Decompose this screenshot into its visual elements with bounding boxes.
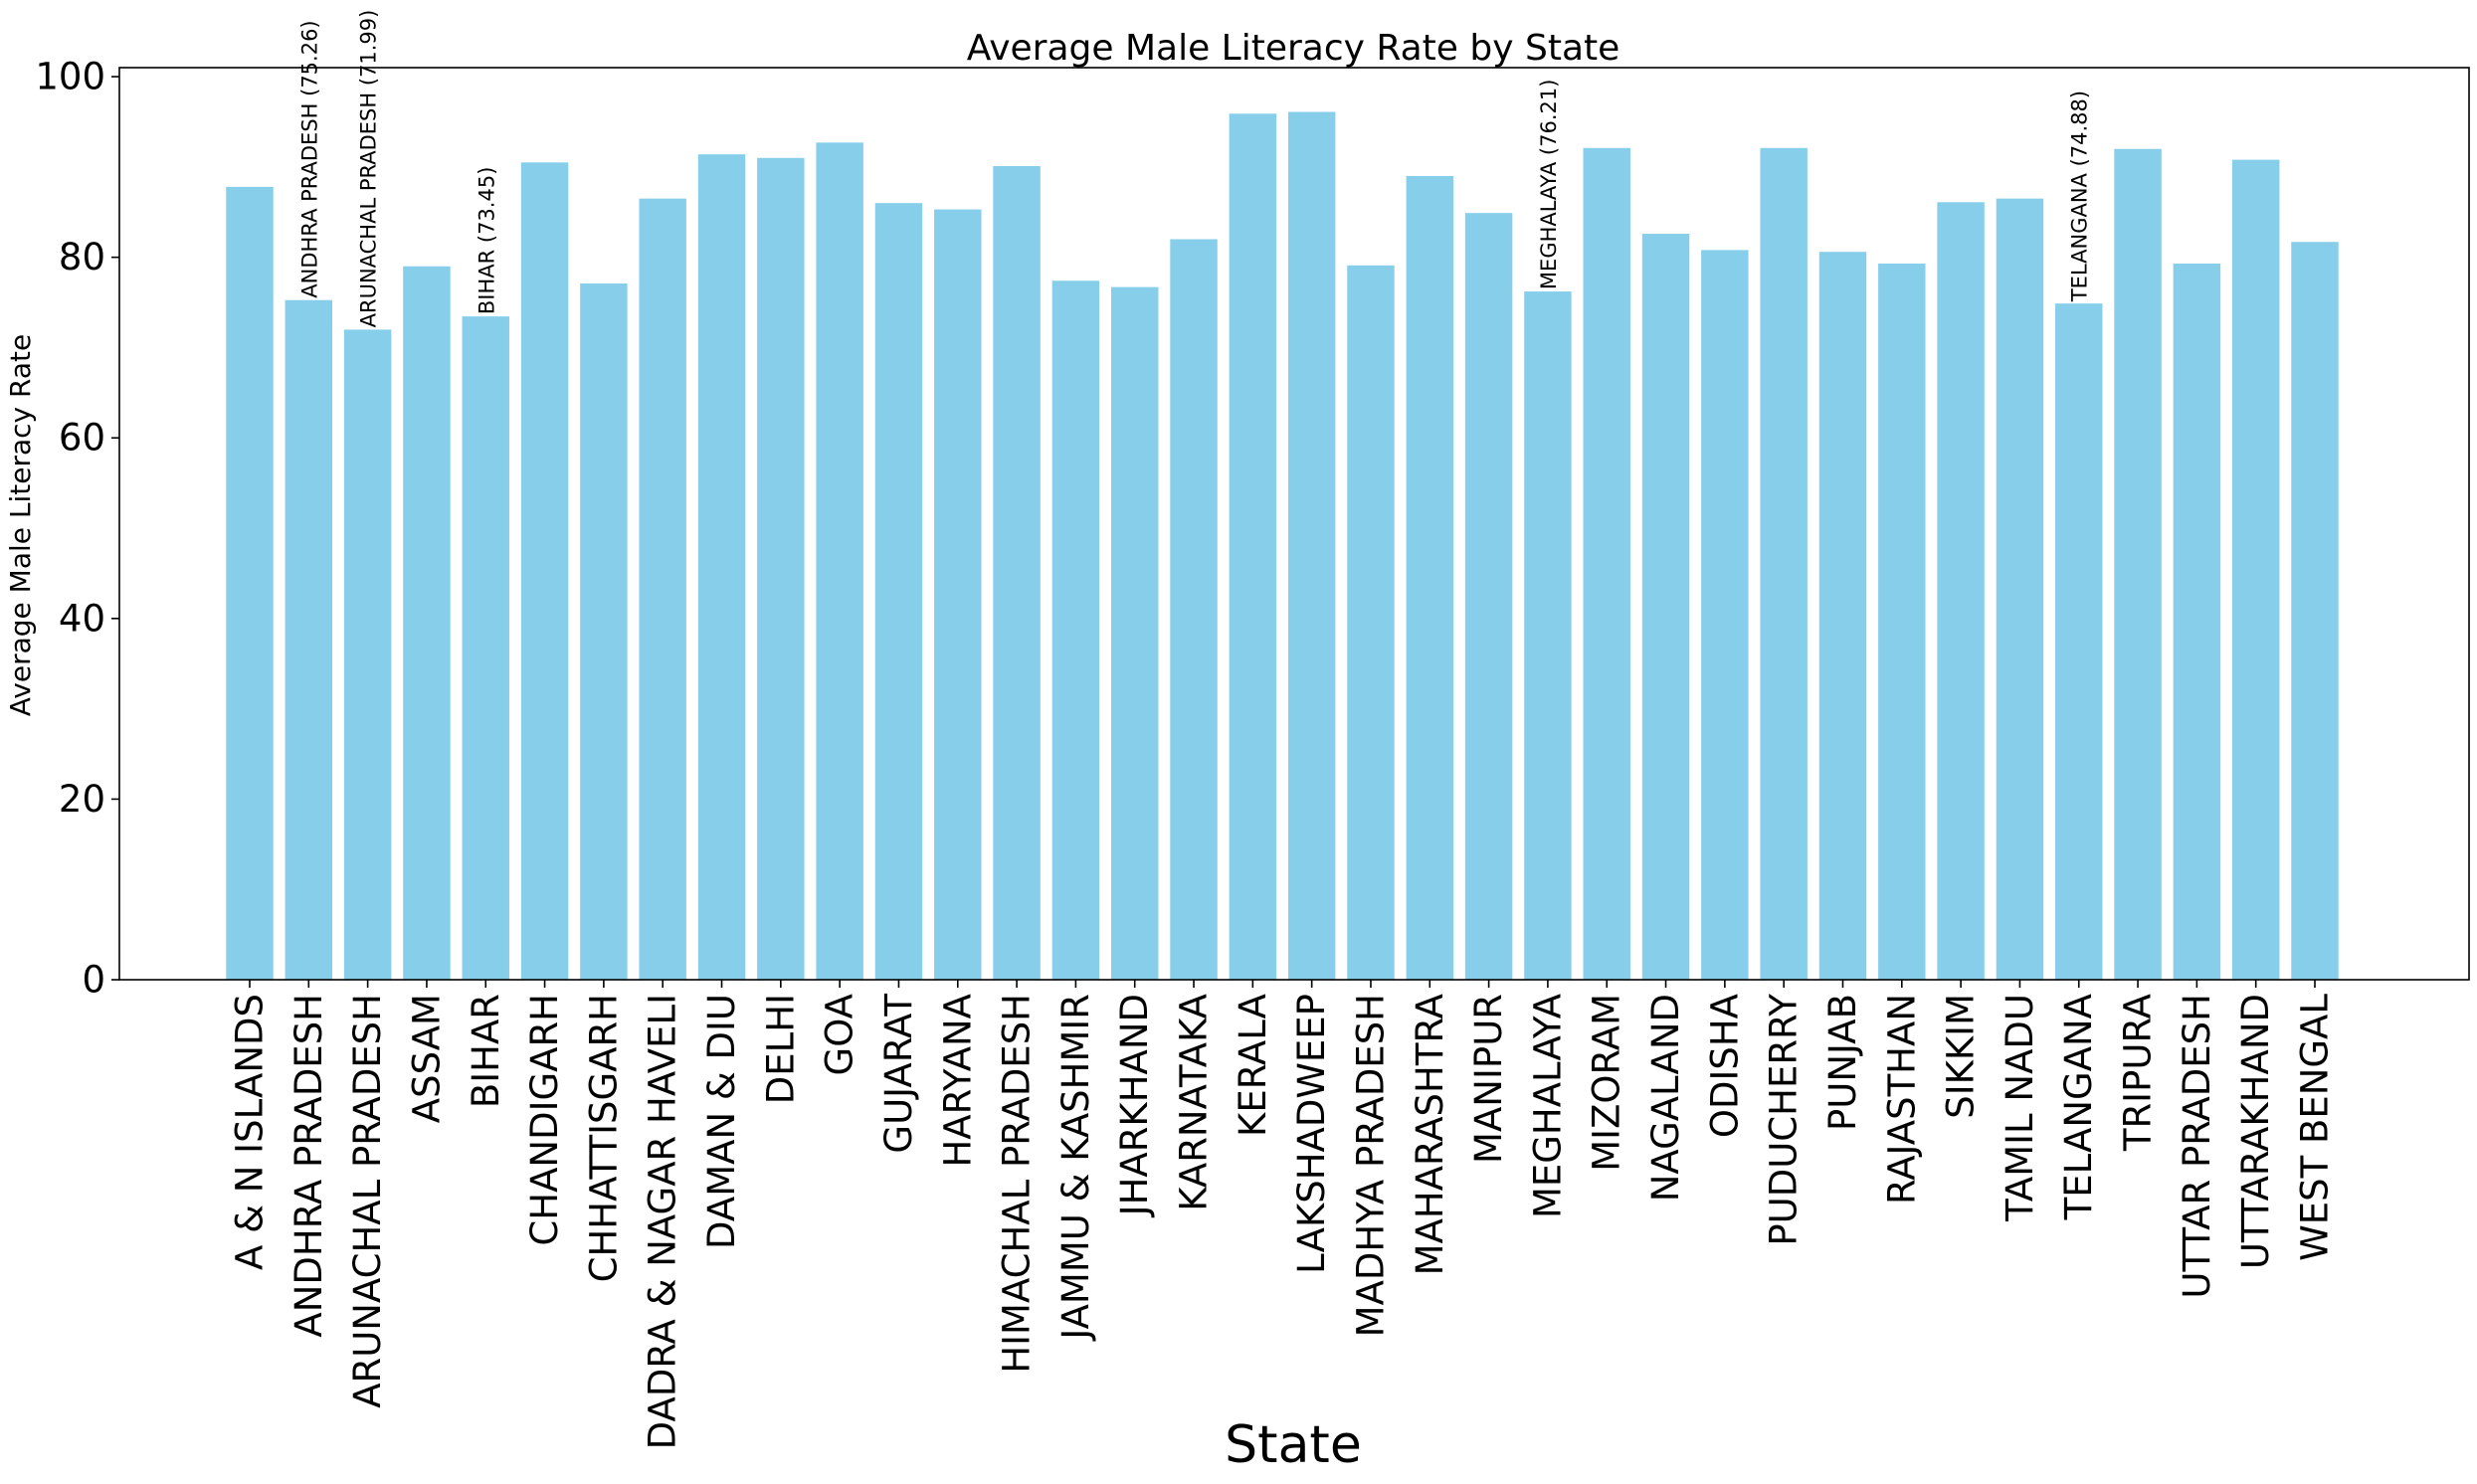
x-tick-label: MADHYA PRADESH xyxy=(1349,994,1392,1337)
bar-9 xyxy=(757,157,805,981)
x-axis-title: State xyxy=(1225,1415,1362,1475)
x-tick-label: PUDUCHERRY xyxy=(1763,994,1806,1246)
bar-4 xyxy=(462,316,509,980)
bar-35 xyxy=(2291,242,2339,981)
y-tick-label: 0 xyxy=(82,959,105,1002)
y-tick-label: 40 xyxy=(59,597,105,640)
bar-6 xyxy=(580,282,628,980)
bar-7 xyxy=(639,198,686,980)
bar-annotation: TELANGANA (74.88) xyxy=(2068,91,2092,302)
x-tick-label: TELANGANA xyxy=(2057,994,2100,1220)
x-tick-label: BIHAR xyxy=(465,994,507,1108)
x-tick-label: CHHATTISGARH xyxy=(582,994,625,1282)
x-tick-label: MANIPUR xyxy=(1467,994,1510,1164)
x-tick-label: TAMIL NADU xyxy=(1999,994,2041,1222)
bar-22 xyxy=(1524,291,1572,980)
bar-0 xyxy=(226,186,274,981)
bar-3 xyxy=(403,266,451,980)
x-tick-label: GOA xyxy=(819,994,861,1075)
bar-25 xyxy=(1701,250,1749,980)
y-axis-title: Average Male Literacy Rate xyxy=(4,334,37,716)
bar-19 xyxy=(1347,265,1395,981)
x-tick-label: DELHI xyxy=(759,994,802,1104)
x-tick-label: DADRA & NAGAR HAVELI xyxy=(642,994,684,1449)
x-tick-label: WEST BENGAL xyxy=(2294,994,2337,1261)
x-tick-label: JHARKHAND xyxy=(1113,994,1156,1217)
bar-17 xyxy=(1229,113,1277,981)
bar-annotation: MEGHALAYA (76.21) xyxy=(1537,80,1561,289)
x-tick-label: GUJARAT xyxy=(877,994,920,1154)
bar-31 xyxy=(2055,303,2103,980)
x-tick-label: ODISHA xyxy=(1703,994,1746,1138)
y-tick-label: 20 xyxy=(59,778,105,821)
bar-28 xyxy=(1878,264,1926,980)
x-tick-label: TRIPURA xyxy=(2117,994,2160,1152)
x-tick-label: MAHARASHTRA xyxy=(1409,994,1451,1275)
bar-2 xyxy=(343,329,392,980)
chart-title: Average Male Literacy Rate by State xyxy=(967,28,1620,69)
x-tick-label: NAGALAND xyxy=(1644,994,1687,1202)
x-tick-label: JAMMU & KASHMIR xyxy=(1054,994,1097,1342)
annotations-layer: ANDHRA PRADESH (75.26) ARUNACHAL PRADESH … xyxy=(297,10,2091,328)
x-tick-label: CHANDIGARH xyxy=(523,994,566,1246)
bar-16 xyxy=(1170,239,1218,980)
bar-1 xyxy=(285,299,333,980)
bar-26 xyxy=(1760,147,1808,981)
y-axis-ticks: 0 20 40 60 80 100 xyxy=(35,56,119,1002)
x-tick-label: HIMACHAL PRADESH xyxy=(996,994,1039,1374)
bar-annotation: ANDHRA PRADESH (75.26) xyxy=(297,20,321,297)
bars-layer xyxy=(226,111,2339,981)
bar-21 xyxy=(1464,213,1513,980)
x-tick-label: MIZORAM xyxy=(1586,994,1628,1172)
bar-24 xyxy=(1641,234,1690,980)
bar-15 xyxy=(1110,286,1159,980)
x-tick-label: HARYANA xyxy=(936,994,979,1168)
bar-annotation: ARUNACHAL PRADESH (71.99) xyxy=(357,10,381,328)
bar-20 xyxy=(1406,175,1454,980)
x-tick-label: LAKSHADWEEP xyxy=(1290,994,1333,1274)
x-tick-label: RAJASTHAN xyxy=(1880,994,1923,1205)
bar-18 xyxy=(1287,111,1336,981)
x-axis-ticks: A & N ISLANDS ANDHRA PRADESH ARUNACHAL PRA… xyxy=(229,980,2337,1449)
bar-13 xyxy=(993,165,1041,980)
bar-30 xyxy=(1996,198,2044,980)
bar-annotation: BIHAR (73.45) xyxy=(475,167,498,315)
bar-11 xyxy=(874,203,923,980)
x-tick-label: SIKKIM xyxy=(1940,994,1983,1119)
bar-23 xyxy=(1583,147,1630,981)
y-tick-label: 60 xyxy=(59,417,105,460)
bar-27 xyxy=(1818,252,1867,981)
x-tick-label: UTTAR PRADESH xyxy=(2176,994,2218,1299)
bar-29 xyxy=(1937,202,1985,980)
x-tick-label: ASSAM xyxy=(405,994,448,1123)
bar-5 xyxy=(520,162,569,980)
bar-12 xyxy=(934,209,982,981)
x-tick-label: A & N ISLANDS xyxy=(229,994,272,1270)
bar-33 xyxy=(2173,264,2221,980)
x-tick-label: MEGHALAYA xyxy=(1526,994,1569,1218)
x-tick-label: KARNATAKA xyxy=(1173,994,1216,1211)
x-tick-label: KERALA xyxy=(1232,994,1274,1137)
x-tick-label: ANDHRA PRADESH xyxy=(287,994,330,1338)
plot-frame xyxy=(118,67,2470,981)
x-tick-label: ARUNACHAL PRADESH xyxy=(346,994,389,1408)
bar-32 xyxy=(2114,148,2162,980)
y-tick-label: 100 xyxy=(35,56,105,98)
bar-34 xyxy=(2231,159,2280,981)
x-tick-label: DAMAN & DIU xyxy=(700,994,743,1249)
bar-8 xyxy=(697,154,746,980)
x-tick-label: UTTARAKHAND xyxy=(2234,994,2277,1269)
y-tick-label: 80 xyxy=(59,236,105,278)
bar-14 xyxy=(1051,280,1100,980)
bar-10 xyxy=(816,142,863,981)
x-tick-label: PUNJAB xyxy=(1821,994,1864,1131)
